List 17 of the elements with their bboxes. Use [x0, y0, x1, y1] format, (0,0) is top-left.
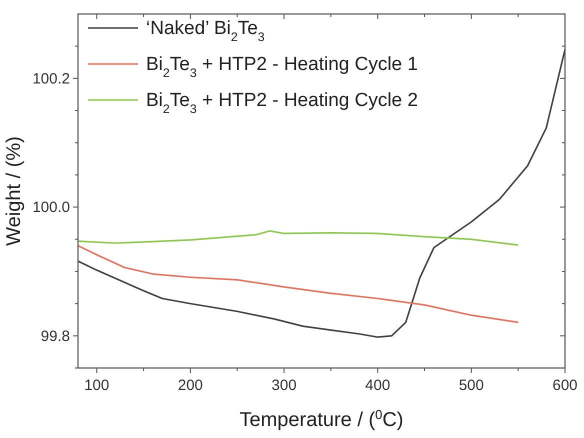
x-tick-label: 400 — [365, 377, 390, 394]
x-axis-title: Temperature / ($^{0}$C) — [240, 406, 404, 431]
line-series — [77, 48, 566, 338]
legend-label: ‘Naked’ Bi$_{2}$Te$_{3}$ — [146, 18, 265, 44]
x-tick-label: 500 — [458, 377, 484, 394]
y-tick-label: 100.0 — [32, 199, 70, 216]
legend-label: Bi$_{2}$Te$_{3}$ + HTP2 - Heating Cycle 1 — [146, 54, 418, 80]
x-tick-label: 600 — [552, 377, 578, 394]
y-axis-title: Weight / (%) — [3, 136, 25, 246]
legend-label: Bi$_{2}$Te$_{3}$ + HTP2 - Heating Cycle 2 — [146, 90, 418, 116]
line-series — [77, 244, 519, 324]
line-series — [77, 230, 519, 246]
x-tick-label: 100 — [84, 377, 110, 394]
x-tick-label: 200 — [178, 377, 203, 394]
y-tick-label: 100.2 — [32, 70, 70, 88]
x-tick-label: 300 — [272, 377, 297, 394]
y-tick-label: 99.8 — [40, 328, 70, 345]
